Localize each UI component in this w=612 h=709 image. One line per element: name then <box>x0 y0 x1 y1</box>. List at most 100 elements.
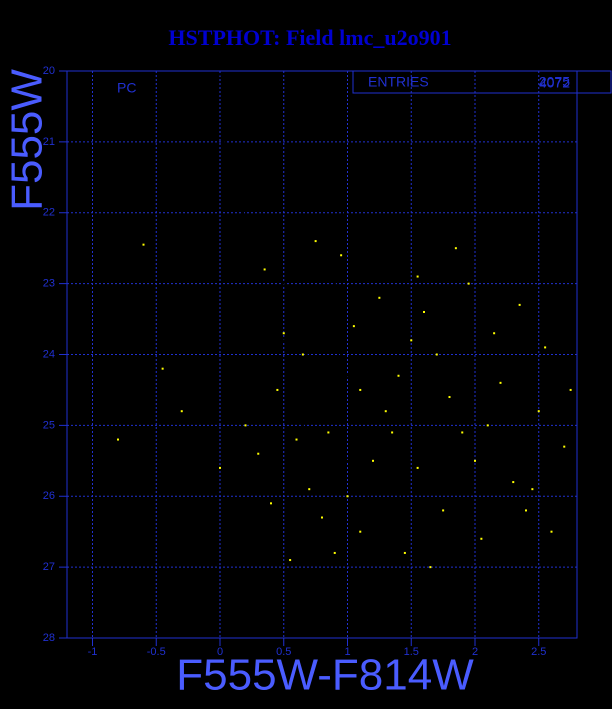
point <box>480 537 483 540</box>
point <box>550 530 553 533</box>
point <box>467 559 470 562</box>
point <box>117 438 119 441</box>
point <box>327 502 330 505</box>
point <box>270 502 272 505</box>
point <box>161 367 164 370</box>
point <box>308 332 311 335</box>
point <box>378 296 381 299</box>
point <box>222 140 225 143</box>
point <box>295 396 298 399</box>
point <box>289 289 292 292</box>
point <box>512 481 515 484</box>
point <box>282 282 285 285</box>
point <box>321 261 323 264</box>
point <box>231 233 234 236</box>
point <box>340 254 343 257</box>
point <box>333 551 336 554</box>
point <box>295 523 298 526</box>
point <box>308 289 311 292</box>
point <box>321 516 323 519</box>
point <box>442 537 445 540</box>
point <box>289 559 292 562</box>
point <box>531 488 534 491</box>
point <box>301 275 304 278</box>
point <box>229 126 232 129</box>
point <box>276 318 279 321</box>
point <box>342 466 345 469</box>
point <box>250 218 253 221</box>
point <box>314 303 317 306</box>
point <box>499 381 502 384</box>
point <box>219 73 221 76</box>
point <box>324 424 327 427</box>
point <box>525 509 527 512</box>
point <box>354 197 357 200</box>
x-tick-label: 1.5 <box>404 646 419 658</box>
point <box>247 240 250 243</box>
point <box>352 325 355 328</box>
x-tick-label: -0.5 <box>147 646 166 658</box>
point <box>308 452 311 455</box>
point <box>372 502 374 505</box>
point <box>435 353 438 356</box>
stats-value: 2075 <box>539 74 570 90</box>
stats-value: 4072 <box>539 75 570 91</box>
point <box>349 162 352 165</box>
point <box>372 544 374 547</box>
point <box>238 105 241 108</box>
y-tick-label: 22 <box>43 207 55 219</box>
point <box>391 466 394 469</box>
point <box>454 247 457 250</box>
point <box>318 410 321 413</box>
point <box>261 268 264 271</box>
y-axis-label: F555W <box>3 69 52 211</box>
point <box>448 396 451 399</box>
point <box>493 332 496 335</box>
point <box>397 374 400 377</box>
point <box>356 147 359 150</box>
point <box>263 268 266 271</box>
point <box>314 240 317 243</box>
point <box>416 275 419 278</box>
x-tick-label: 2.5 <box>531 646 546 658</box>
y-tick-label: 20 <box>43 65 55 77</box>
point <box>343 211 346 214</box>
y-tick-label: 24 <box>43 348 55 360</box>
point <box>349 488 352 491</box>
point <box>315 396 318 399</box>
point <box>403 551 406 554</box>
point <box>244 197 247 200</box>
point <box>321 388 323 391</box>
point <box>423 551 425 554</box>
point <box>359 388 362 391</box>
point <box>569 388 572 391</box>
point <box>257 452 260 455</box>
point <box>429 523 432 526</box>
point <box>276 388 279 391</box>
point <box>321 481 323 484</box>
point <box>331 396 334 399</box>
point <box>346 495 349 498</box>
point <box>391 431 394 434</box>
point <box>310 346 313 349</box>
point <box>142 243 145 246</box>
point <box>365 495 368 498</box>
point <box>423 310 425 313</box>
point <box>372 438 374 441</box>
annotation: PC <box>117 80 136 96</box>
point <box>346 459 349 462</box>
point <box>323 403 326 406</box>
y-tick-label: 23 <box>43 278 55 290</box>
point <box>340 353 343 356</box>
point <box>365 452 368 455</box>
point <box>486 424 489 427</box>
x-tick-label: -1 <box>88 646 98 658</box>
point <box>289 247 292 250</box>
point <box>359 176 362 179</box>
point <box>378 509 381 512</box>
point <box>518 303 521 306</box>
point <box>328 417 331 420</box>
point <box>327 431 330 434</box>
point <box>333 530 336 533</box>
point <box>397 495 400 498</box>
